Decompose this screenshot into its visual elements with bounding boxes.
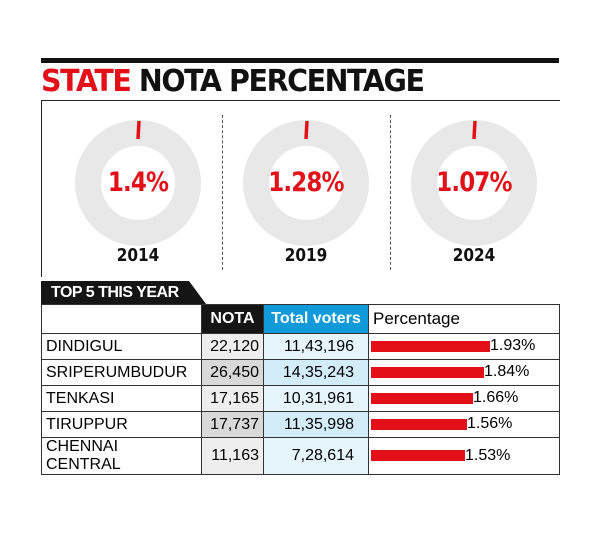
header-name — [41, 304, 202, 334]
top5-table: NOTA Total voters Percentage DINDIGUL 22… — [41, 304, 560, 475]
table-row: TENKASI 17,165 10,31,961 1.66% — [41, 385, 560, 412]
table-row: SRIPERUMBUDUR 26,450 14,35,243 1.84% — [41, 359, 560, 386]
donut-2014 — [75, 120, 201, 246]
percentage-cell: 1.66% — [368, 385, 560, 412]
header-percentage: Percentage — [368, 304, 560, 334]
donut-slice-tick — [472, 120, 477, 140]
percentage-cell: 1.56% — [368, 411, 560, 438]
nota-count: 11,163 — [201, 437, 264, 475]
title-rest: NOTA PERCENTAGE — [138, 64, 425, 99]
percentage-bar — [371, 418, 467, 430]
donut-year: 2014 — [116, 245, 160, 266]
donut-2024 — [411, 120, 537, 246]
table-row: TIRUPPUR 17,737 11,35,998 1.56% — [41, 411, 560, 438]
top-rule — [41, 58, 559, 63]
donut-2019 — [243, 120, 369, 246]
divider — [390, 115, 391, 270]
percentage-cell: 1.93% — [368, 333, 560, 360]
donut-slice-tick — [136, 120, 141, 140]
constituency: CHENNAI CENTRAL — [41, 437, 202, 475]
constituency: TENKASI — [41, 385, 202, 412]
donut-year: 2024 — [452, 245, 496, 266]
constituency: SRIPERUMBUDUR — [41, 359, 202, 386]
total-voters: 10,31,961 — [263, 385, 369, 412]
header-total: Total voters — [263, 304, 369, 334]
total-voters: 7,28,614 — [263, 437, 369, 475]
nota-count: 17,165 — [201, 385, 264, 412]
table-title: TOP 5 THIS YEAR — [41, 281, 206, 304]
constituency: TIRUPPUR — [41, 411, 202, 438]
nota-count: 26,450 — [201, 359, 264, 386]
percentage-bar — [371, 392, 473, 404]
nota-count: 17,737 — [201, 411, 264, 438]
donut-year: 2019 — [284, 245, 328, 266]
percentage-cell: 1.53% — [368, 437, 560, 475]
donut-panel — [41, 100, 560, 277]
title-highlight: STATE — [41, 64, 132, 99]
percentage-value: 1.93% — [490, 337, 536, 355]
percentage-bar — [371, 366, 484, 378]
total-voters: 11,35,998 — [263, 411, 369, 438]
percentage-bar — [371, 450, 465, 462]
table-row: DINDIGUL 22,120 11,43,196 1.93% — [41, 333, 560, 360]
table-header: NOTA Total voters Percentage — [41, 304, 560, 334]
donut-slice-tick — [304, 120, 309, 140]
divider — [222, 115, 223, 270]
percentage-value: 1.84% — [484, 363, 530, 381]
total-voters: 14,35,243 — [263, 359, 369, 386]
donut-value: 1.4% — [107, 167, 169, 198]
donut-value: 1.07% — [436, 167, 512, 198]
percentage-value: 1.53% — [465, 446, 511, 464]
donut-value: 1.28% — [268, 167, 344, 198]
page-title: STATE NOTA PERCENTAGE — [41, 64, 425, 99]
percentage-value: 1.66% — [473, 389, 519, 407]
constituency: DINDIGUL — [41, 333, 202, 360]
nota-count: 22,120 — [201, 333, 264, 360]
total-voters: 11,43,196 — [263, 333, 369, 360]
header-nota: NOTA — [201, 304, 264, 334]
table-row: CHENNAI CENTRAL 11,163 7,28,614 1.53% — [41, 437, 560, 475]
percentage-cell: 1.84% — [368, 359, 560, 386]
percentage-bar — [371, 340, 490, 352]
percentage-value: 1.56% — [467, 415, 513, 433]
